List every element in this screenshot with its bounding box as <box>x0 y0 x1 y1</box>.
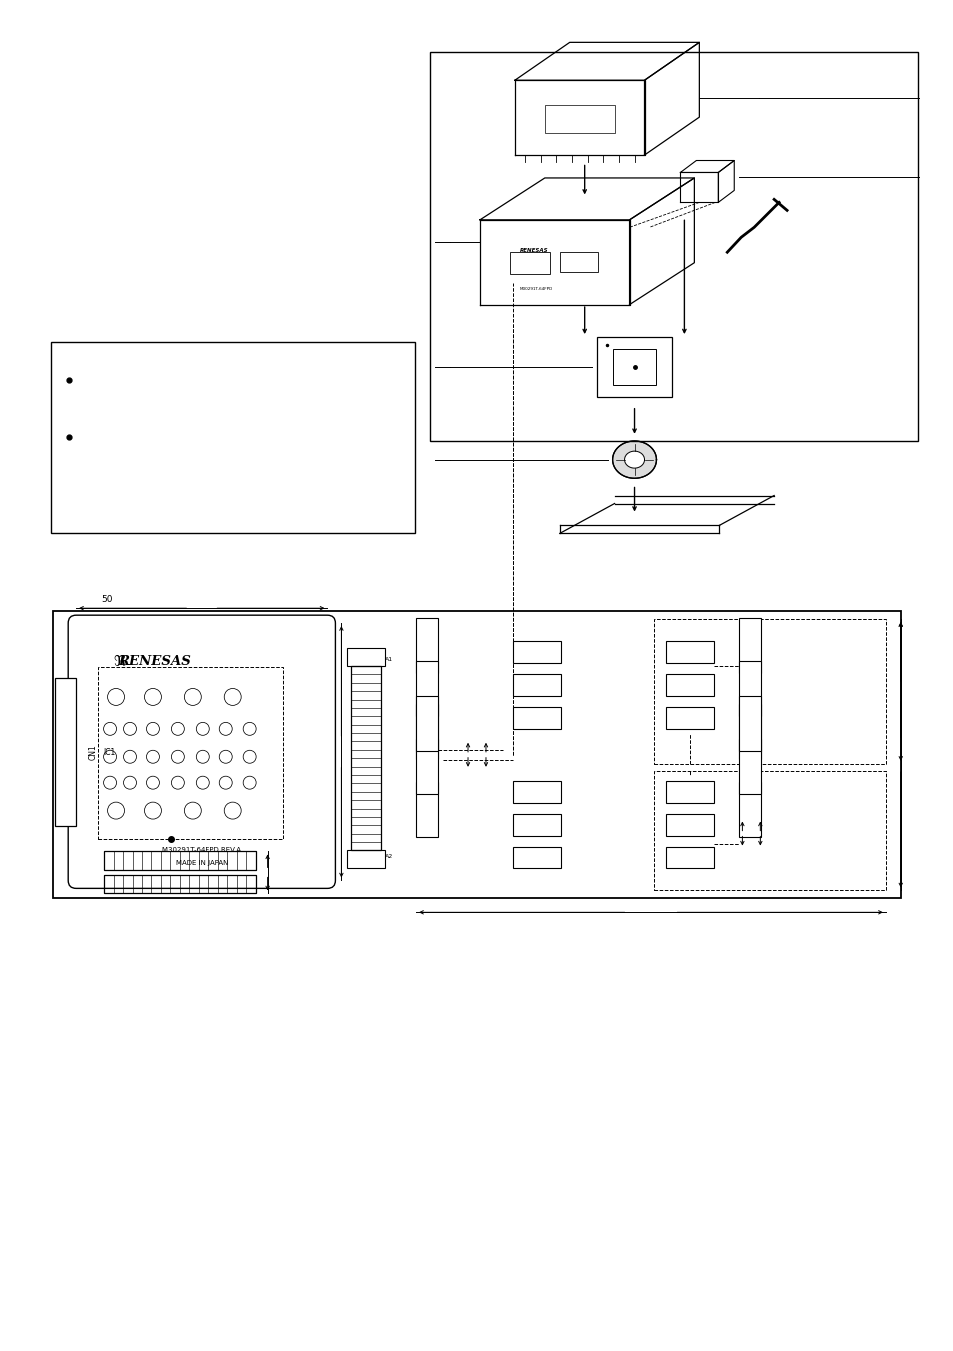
Bar <box>55 678 76 825</box>
Text: A2: A2 <box>385 854 393 859</box>
Bar <box>739 704 760 759</box>
Bar <box>416 661 437 716</box>
Bar <box>51 342 415 534</box>
Bar <box>739 739 760 793</box>
Text: RENESAS: RENESAS <box>519 247 548 253</box>
Bar <box>612 349 656 385</box>
Bar <box>513 707 560 728</box>
Bar <box>416 739 437 793</box>
Text: ℜ: ℜ <box>113 654 125 669</box>
Text: M30291T-64FPD REV.A: M30291T-64FPD REV.A <box>162 847 241 854</box>
Polygon shape <box>599 339 608 351</box>
Bar <box>416 782 437 836</box>
Text: MADE IN JAPAN: MADE IN JAPAN <box>175 861 228 866</box>
Bar <box>416 704 437 759</box>
Bar <box>739 696 760 751</box>
Bar <box>739 661 760 716</box>
Text: RENESAS: RENESAS <box>118 654 191 667</box>
Bar <box>654 770 885 890</box>
Polygon shape <box>612 440 656 478</box>
Polygon shape <box>659 339 669 351</box>
Bar <box>513 847 560 869</box>
Circle shape <box>599 365 604 369</box>
Bar <box>739 619 760 673</box>
Text: CN1: CN1 <box>88 744 97 759</box>
Bar <box>104 874 255 893</box>
Polygon shape <box>659 382 669 394</box>
Bar <box>416 619 437 673</box>
Polygon shape <box>624 451 644 467</box>
Bar <box>654 619 885 763</box>
Bar <box>351 666 381 851</box>
Polygon shape <box>679 161 734 173</box>
Bar <box>347 851 385 869</box>
Bar <box>666 674 714 696</box>
Text: 50: 50 <box>101 596 112 604</box>
Polygon shape <box>599 382 608 394</box>
Bar <box>513 674 560 696</box>
Bar <box>666 847 714 869</box>
FancyBboxPatch shape <box>68 615 335 889</box>
Bar <box>739 782 760 836</box>
Text: IC1: IC1 <box>103 748 115 758</box>
Bar <box>416 696 437 751</box>
Text: M30291T-64FPD: M30291T-64FPD <box>519 288 553 290</box>
Bar <box>596 336 672 397</box>
Bar <box>513 813 560 835</box>
Bar <box>53 611 900 898</box>
Bar <box>666 642 714 663</box>
Bar <box>347 648 385 666</box>
Text: A1: A1 <box>385 657 393 662</box>
Bar <box>104 851 255 870</box>
Bar <box>544 104 614 132</box>
Bar <box>666 813 714 835</box>
Bar <box>98 667 282 839</box>
Bar <box>513 781 560 802</box>
Bar <box>666 781 714 802</box>
Bar <box>513 642 560 663</box>
Bar <box>509 253 549 274</box>
Bar <box>666 707 714 728</box>
Bar <box>559 253 597 272</box>
Bar <box>430 51 917 440</box>
Circle shape <box>663 365 668 369</box>
